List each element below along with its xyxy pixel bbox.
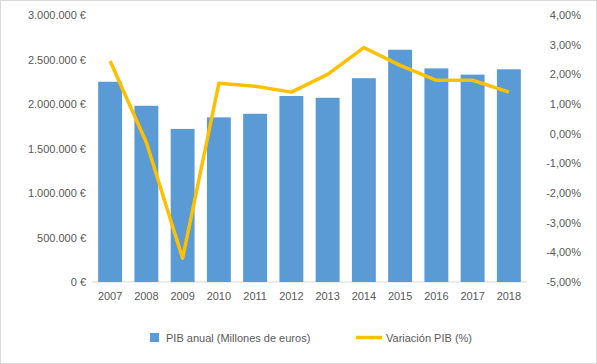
chart: 0 € 500.000 € 1.000.000 € 1.500.000 € 2.000.… <box>0 0 597 364</box>
bar <box>279 96 303 282</box>
y2-tick-label: 4,00% <box>550 9 581 21</box>
x-tick-label: 2008 <box>134 290 158 302</box>
x-tick-label: 2009 <box>170 290 194 302</box>
y-tick-label: 2.500.000 € <box>28 54 86 66</box>
x-tick-label: 2012 <box>279 290 303 302</box>
bar <box>243 114 267 282</box>
y-tick-label: 0 € <box>71 276 86 288</box>
y2-tick-label: -4,00% <box>546 246 581 258</box>
line <box>110 48 509 259</box>
y2-tick-label: -2,00% <box>546 187 581 199</box>
y-tick-label: 1.500.000 € <box>28 143 86 155</box>
bar <box>98 82 122 282</box>
bar <box>134 106 158 282</box>
x-tick-label: 2016 <box>424 290 448 302</box>
bar <box>497 69 521 282</box>
x-tick-label: 2015 <box>388 290 412 302</box>
legend: PIB anual (Millones de euros) Variación P… <box>150 332 472 344</box>
chart-frame <box>1 1 597 364</box>
y2-tick-label: 1,00% <box>550 98 581 110</box>
legend-label: PIB anual (Millones de euros) <box>166 332 310 344</box>
bar <box>316 98 340 282</box>
y2-tick-label: -3,00% <box>546 217 581 229</box>
legend-label: Variación PIB (%) <box>386 332 472 344</box>
legend-swatch <box>150 333 159 342</box>
bar <box>388 50 412 282</box>
y2-tick-label: 3,00% <box>550 39 581 51</box>
plot-marks <box>98 48 521 282</box>
y-tick-label: 3.000.000 € <box>28 9 86 21</box>
y-tick-label: 2.000.000 € <box>28 98 86 110</box>
bar <box>461 75 485 282</box>
y2-tick-label: -5,00% <box>546 276 581 288</box>
legend-swatch <box>356 336 382 340</box>
x-tick-label: 2010 <box>207 290 231 302</box>
y2-tick-label: 0,00% <box>550 128 581 140</box>
bar <box>424 68 448 282</box>
x-tick-label: 2018 <box>497 290 521 302</box>
bar <box>352 78 376 282</box>
bar <box>207 117 231 282</box>
y2-tick-label: -1,00% <box>546 157 581 169</box>
x-tick-label: 2007 <box>98 290 122 302</box>
x-tick-label: 2014 <box>352 290 376 302</box>
x-tick-label: 2011 <box>243 290 267 302</box>
x-tick-label: 2013 <box>315 290 339 302</box>
x-tick-label: 2017 <box>460 290 484 302</box>
y2-tick-label: 2,00% <box>550 68 581 80</box>
y-tick-label: 1.000.000 € <box>28 187 86 199</box>
y-tick-label: 500.000 € <box>37 232 86 244</box>
